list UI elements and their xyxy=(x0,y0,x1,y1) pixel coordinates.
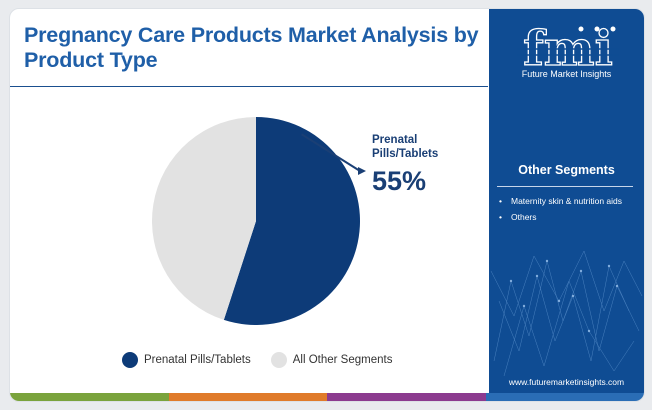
infographic-card: Pregnancy Care Products Market Analysis … xyxy=(9,8,645,402)
other-segments-list: Maternity skin & nutrition aids Others xyxy=(499,195,634,227)
legend-item-other: All Other Segments xyxy=(270,352,393,368)
color-bar xyxy=(10,393,644,401)
callout-label: Prenatal Pills/Tablets xyxy=(372,134,439,160)
other-segments-title: Other Segments xyxy=(518,163,615,177)
legend-label-prenatal: Prenatal Pills/Tablets xyxy=(144,354,251,366)
page-title: Pregnancy Care Products Market Analysis … xyxy=(24,23,479,72)
list-item: Maternity skin & nutrition aids xyxy=(499,195,634,207)
callout-value: 55% xyxy=(372,166,427,196)
network-graphic xyxy=(490,250,643,377)
legend-swatch-other xyxy=(270,352,287,368)
brand-url: www.futuremarketinsights.com xyxy=(508,377,625,387)
color-bar-segment xyxy=(168,393,327,401)
chart-legend: Prenatal Pills/Tablets All Other Segment… xyxy=(122,351,412,369)
legend-item-prenatal: Prenatal Pills/Tablets xyxy=(122,352,251,368)
callout-arrow-icon xyxy=(301,133,361,172)
fmi-logo: fmi xyxy=(517,23,619,78)
brand-panel: fmi Future Market Insights Other Segment… xyxy=(489,9,644,393)
pie-slices xyxy=(152,117,360,325)
pie-chart xyxy=(152,117,366,325)
color-bar-segment xyxy=(327,393,486,401)
pie-slice-0 xyxy=(223,117,360,325)
legend-swatch-prenatal xyxy=(122,352,138,368)
brand-name: Future Market Insights xyxy=(521,69,612,79)
title-divider xyxy=(10,86,488,87)
callout-arrowhead-icon xyxy=(358,167,366,175)
color-bar-segment xyxy=(485,393,644,401)
pie-slice-1 xyxy=(152,117,256,320)
legend-label-other: All Other Segments xyxy=(292,354,393,366)
list-item: Others xyxy=(499,211,634,223)
color-bar-segment xyxy=(10,393,169,401)
other-segments-divider xyxy=(497,186,633,187)
fmi-logo-text: fmi xyxy=(523,23,613,77)
